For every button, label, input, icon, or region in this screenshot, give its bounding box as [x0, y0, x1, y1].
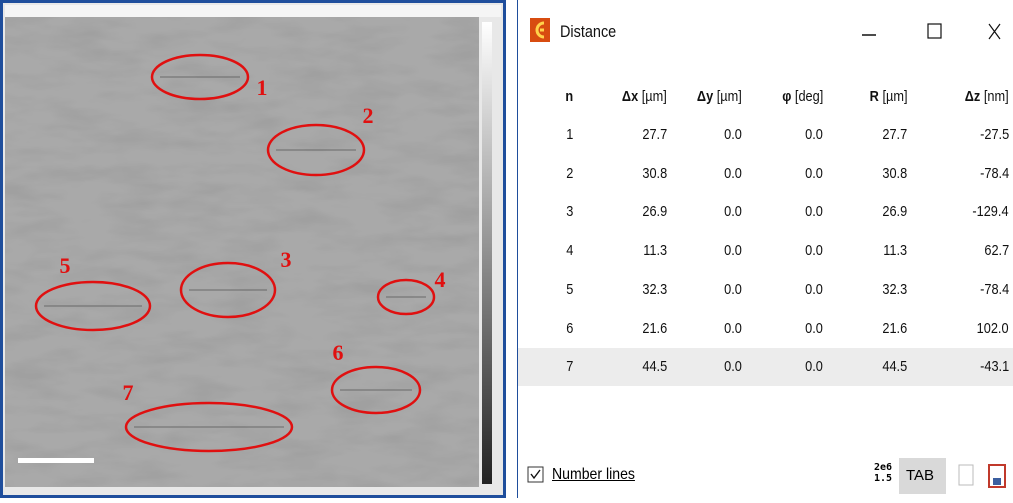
table-row[interactable]: 6 21.6 0.0 0.0 21.6 102.0 — [518, 310, 1013, 348]
tab-button[interactable]: TAB — [906, 467, 934, 484]
dialog-title: Distance — [560, 22, 616, 42]
table-cell: 0.0 — [805, 348, 823, 386]
column-header: φ [deg] — [782, 78, 823, 116]
table-cell: 1 — [566, 116, 573, 154]
page: {"image_panel": {"labels": ["1", "2", "3… — [0, 0, 1013, 498]
column-header: Δz [nm] — [965, 78, 1009, 116]
table-cell: 6 — [566, 310, 573, 348]
marker-label: 7 — [123, 380, 134, 405]
table-cell: 0.0 — [724, 271, 742, 309]
table-cell: -129.4 — [973, 193, 1009, 231]
scale-bar — [18, 458, 94, 463]
marker-label: 3 — [281, 247, 292, 272]
table-cell: 0.0 — [805, 193, 823, 231]
format-bottom: 1.5 — [874, 473, 892, 484]
column-unit: [µm] — [642, 88, 667, 105]
table-cell: 0.0 — [805, 310, 823, 348]
footer: Number lines 2e6 1.5 TAB — [518, 455, 1013, 498]
table-cell: 27.7 — [642, 116, 667, 154]
marker-label: 4 — [435, 267, 446, 292]
checkbox[interactable] — [528, 467, 543, 482]
column-unit: [µm] — [717, 88, 742, 105]
column-name: Δy — [697, 88, 713, 105]
column-name: φ — [782, 88, 791, 105]
column-unit: [nm] — [984, 88, 1009, 105]
table-cell: -43.1 — [980, 348, 1009, 386]
column-name: R — [869, 88, 878, 105]
table-row[interactable]: 1 27.7 0.0 0.0 27.7 -27.5 — [518, 116, 1013, 154]
table-cell: 21.6 — [882, 310, 907, 348]
copy-icon[interactable] — [959, 465, 973, 485]
table-cell: 32.3 — [642, 271, 667, 309]
table-row[interactable]: 7 44.5 0.0 0.0 44.5 -43.1 — [518, 348, 1013, 386]
table-cell: 26.9 — [882, 193, 907, 231]
table-cell: -78.4 — [980, 271, 1009, 309]
column-name: Δx — [622, 88, 638, 105]
column-header: Δy [µm] — [697, 78, 742, 116]
micrograph: 1 2 3 4 5 6 7 — [0, 0, 506, 498]
column-header: R [µm] — [869, 78, 907, 116]
save-icon-inner — [993, 478, 1001, 485]
table-cell: 0.0 — [724, 232, 742, 270]
gray-scale-bar — [482, 22, 492, 484]
table-cell: 4 — [566, 232, 573, 270]
table-cell: 0.0 — [724, 116, 742, 154]
titlebar: Distance — [518, 0, 1013, 68]
table-cell: -78.4 — [980, 155, 1009, 193]
table-cell: 5 — [566, 271, 573, 309]
image-window: 1 2 3 4 5 6 7 — [0, 0, 506, 498]
table-cell: 11.3 — [643, 232, 667, 270]
table-cell: 0.0 — [724, 193, 742, 231]
marker-label: 5 — [60, 253, 71, 278]
table-cell: 0.0 — [724, 310, 742, 348]
table-cell: 44.5 — [882, 348, 907, 386]
checkbox-label[interactable]: Number lines — [552, 466, 635, 484]
column-name: Δz — [965, 88, 981, 105]
table-cell: 26.9 — [642, 193, 667, 231]
image-titlebar — [5, 5, 501, 17]
column-name: n — [565, 88, 573, 105]
table-row[interactable]: 5 32.3 0.0 0.0 32.3 -78.4 — [518, 271, 1013, 309]
table-cell: 0.0 — [805, 271, 823, 309]
column-unit: [deg] — [795, 88, 823, 105]
maximize-button[interactable] — [928, 24, 941, 38]
table-cell: 0.0 — [805, 116, 823, 154]
table-cell: 102.0 — [977, 310, 1009, 348]
table-cell: 32.3 — [882, 271, 907, 309]
marker-label: 1 — [257, 75, 268, 100]
table-cell: 2 — [566, 155, 573, 193]
table-cell: 0.0 — [805, 155, 823, 193]
close-button[interactable] — [989, 24, 1000, 39]
table-cell: 11.3 — [883, 232, 907, 270]
table-cell: 30.8 — [642, 155, 667, 193]
table-cell: -27.5 — [980, 116, 1009, 154]
table-cell: 3 — [566, 193, 573, 231]
column-header: Δx [µm] — [622, 78, 667, 116]
table-cell: 44.5 — [642, 348, 667, 386]
table-cell: 7 — [566, 348, 573, 386]
column-unit: [µm] — [882, 88, 907, 105]
table-cell: 62.7 — [984, 232, 1009, 270]
column-header: n — [565, 78, 573, 116]
table-cell: 0.0 — [724, 155, 742, 193]
format-top: 2e6 — [874, 462, 892, 473]
table-cell: 0.0 — [724, 348, 742, 386]
table-row[interactable]: 2 30.8 0.0 0.0 30.8 -78.4 — [518, 155, 1013, 193]
marker-label: 2 — [363, 103, 374, 128]
table-cell: 0.0 — [805, 232, 823, 270]
format-button[interactable]: 2e6 1.5 — [874, 462, 892, 484]
marker-label: 6 — [333, 340, 344, 365]
table-cell: 30.8 — [882, 155, 907, 193]
table-cell: 27.7 — [882, 116, 907, 154]
table-row[interactable]: 4 11.3 0.0 0.0 11.3 62.7 — [518, 232, 1013, 270]
table-row[interactable]: 3 26.9 0.0 0.0 26.9 -129.4 — [518, 193, 1013, 231]
table-cell: 21.6 — [642, 310, 667, 348]
checkbox-label-text: Number lines — [552, 466, 635, 483]
